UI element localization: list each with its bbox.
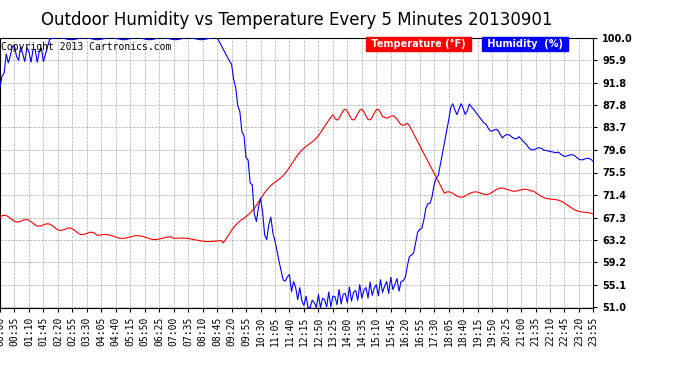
Text: Humidity  (%): Humidity (%)	[484, 39, 566, 49]
Text: Temperature (°F): Temperature (°F)	[368, 39, 469, 49]
Text: Copyright 2013 Cartronics.com: Copyright 2013 Cartronics.com	[1, 42, 172, 51]
Text: Outdoor Humidity vs Temperature Every 5 Minutes 20130901: Outdoor Humidity vs Temperature Every 5 …	[41, 11, 553, 29]
